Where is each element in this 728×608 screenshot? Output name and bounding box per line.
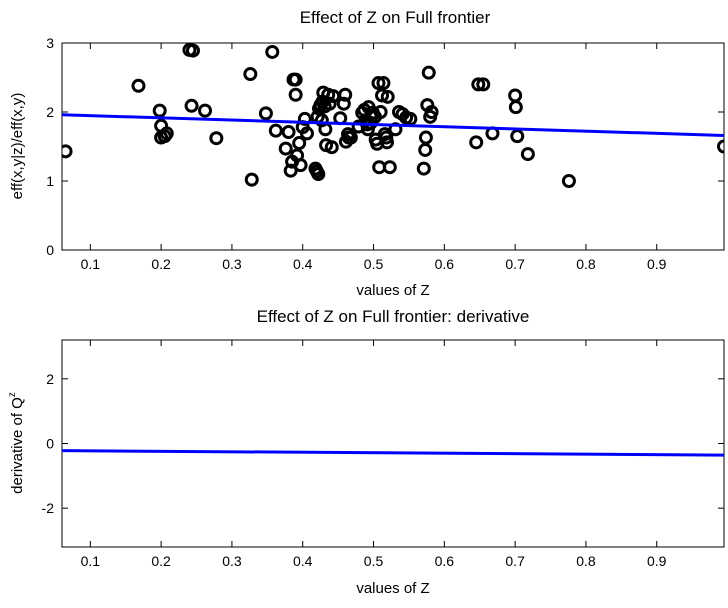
- top-y-axis-label: eff(x,y|z)/eff(x,y): [9, 93, 26, 200]
- bottom-x-tick-label: 0.5: [364, 553, 384, 569]
- top-y-tick-label: 0: [46, 242, 54, 258]
- bottom-y-axis-label: derivative of Qz: [7, 392, 26, 494]
- bottom-panel: Effect of Z on Full frontier: derivative…: [7, 307, 724, 597]
- bottom-x-tick-label: 0.4: [293, 553, 313, 569]
- top-chart-title: Effect of Z on Full frontier: [300, 8, 491, 27]
- bottom-x-tick-label: 0.6: [435, 553, 455, 569]
- bottom-chart-title: Effect of Z on Full frontier: derivative: [257, 307, 530, 326]
- top-panel: Effect of Z on Full frontier 0.1 0.2 0.3 0.…: [9, 8, 728, 299]
- bottom-y-axis-label-main: derivative of Q: [9, 397, 26, 494]
- top-x-tick-label: 0.9: [647, 256, 667, 272]
- top-y-tick-label: 3: [46, 35, 54, 51]
- top-y-tick-label: 1: [46, 173, 54, 189]
- bottom-y-tick-label: 2: [46, 371, 54, 387]
- top-x-tick-label: 0.1: [81, 256, 101, 272]
- top-x-tick-label: 0.2: [151, 256, 171, 272]
- bottom-x-tick-label: 0.7: [505, 553, 525, 569]
- bottom-y-tick-label: -2: [42, 500, 55, 516]
- bottom-y-tick-label: 0: [46, 436, 54, 452]
- bottom-x-tick-label: 0.2: [151, 553, 171, 569]
- bottom-plot-frame: [62, 340, 724, 547]
- top-x-tick-label: 0.5: [364, 256, 384, 272]
- top-x-tick-label: 0.4: [293, 256, 313, 272]
- bottom-x-tick-label: 0.1: [81, 553, 101, 569]
- top-y-tick-label: 2: [46, 104, 54, 120]
- top-x-tick-label: 0.7: [505, 256, 525, 272]
- top-x-tick-label: 0.8: [576, 256, 596, 272]
- top-x-tick-label: 0.6: [435, 256, 455, 272]
- top-x-tick-label: 0.3: [222, 256, 242, 272]
- bottom-y-axis-label-superscript: z: [7, 392, 18, 397]
- top-x-axis-label: values of Z: [356, 282, 429, 299]
- bottom-x-tick-label: 0.9: [647, 553, 667, 569]
- top-plot-frame: [62, 43, 724, 250]
- bottom-x-axis-label: values of Z: [356, 580, 429, 597]
- bottom-x-tick-label: 0.8: [576, 553, 596, 569]
- bottom-x-tick-label: 0.3: [222, 553, 242, 569]
